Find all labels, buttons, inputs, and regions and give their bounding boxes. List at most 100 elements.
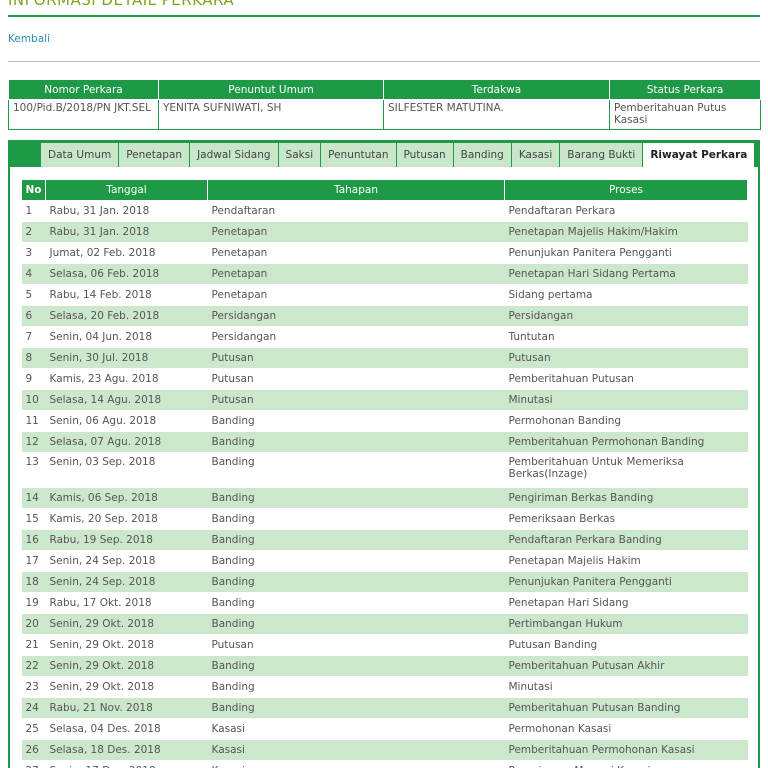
table-cell: 23 (21, 676, 46, 698)
table-cell: Persidangan (504, 305, 748, 327)
table-row: 6 Selasa, 20 Feb. 2018 Persidangan Persidan… (21, 305, 748, 327)
table-cell: Selasa, 14 Agu. 2018 (45, 389, 208, 411)
page-title: INFORMASI DETAIL PERKARA (8, 0, 235, 9)
table-cell: Permohonan Banding (504, 410, 748, 432)
table-row: 19 Rabu, 17 Okt. 2018 Banding Penetapan Har… (21, 592, 748, 614)
table-cell: Senin, 03 Sep. 2018 (45, 452, 208, 488)
tab[interactable]: Penetapan (119, 143, 191, 167)
tab[interactable]: Jadwal Sidang (190, 143, 279, 167)
table-cell: 19 (21, 592, 46, 614)
tab-body: No Tanggal Tahapan Proses 1 Rabu, 31 Jan. 201… (10, 167, 758, 768)
table-cell: Persidangan (207, 326, 505, 348)
table-cell: Penetapan (207, 221, 505, 243)
column-header: Proses (504, 179, 748, 201)
table-cell: Senin, 29 Okt. 2018 (45, 634, 208, 656)
tab[interactable]: Penuntutan (321, 143, 397, 167)
table-cell: 10 (21, 389, 46, 411)
table-cell: Pendaftaran (207, 200, 505, 222)
table-cell: Rabu, 31 Jan. 2018 (45, 200, 208, 222)
separator (8, 61, 760, 62)
table-cell: Kamis, 20 Sep. 2018 (45, 508, 208, 530)
table-cell: Rabu, 19 Sep. 2018 (45, 529, 208, 551)
table-cell: Pengiriman Berkas Banding (504, 487, 748, 509)
table-cell: Penetapan (207, 242, 505, 264)
table-cell: Pendaftaran Perkara (504, 200, 748, 222)
table-cell: 15 (21, 508, 46, 530)
tab[interactable]: Data Umum (41, 143, 120, 167)
table-cell: SILFESTER MATUTINA. (383, 99, 610, 130)
table-cell: Banding (207, 410, 505, 432)
table-cell: Kasasi (207, 739, 505, 761)
table-cell: Pemberitahuan Untuk Memeriksa Berkas(Inz… (504, 452, 748, 488)
table-cell: Banding (207, 676, 505, 698)
table-cell: Banding (207, 550, 505, 572)
title-underline (8, 15, 760, 17)
table-row: 9 Kamis, 23 Agu. 2018 Putusan Pemberitahuan… (21, 368, 748, 390)
table-cell: 14 (21, 487, 46, 509)
table-cell: 7 (21, 326, 46, 348)
table-cell: Senin, 30 Jul. 2018 (45, 347, 208, 369)
table-cell: Pemberitahuan Permohonan Banding (504, 431, 748, 453)
table-row: 3 Jumat, 02 Feb. 2018 Penetapan Penunjukan … (21, 242, 748, 264)
table-row: 17 Senin, 24 Sep. 2018 Banding Penetapan Ma… (21, 550, 748, 572)
table-cell: 2 (21, 221, 46, 243)
table-cell: Selasa, 07 Agu. 2018 (45, 431, 208, 453)
tab[interactable]: Riwayat Perkara (643, 143, 756, 167)
table-cell: Selasa, 20 Feb. 2018 (45, 305, 208, 327)
table-cell: Putusan (207, 389, 505, 411)
table-cell: Banding (207, 613, 505, 635)
tab-panel: Data Umum Penetapan Jadwal Sidang Saksi Penu… (8, 140, 760, 768)
table-row: 2 Rabu, 31 Jan. 2018 Penetapan Penetapan Ma… (21, 221, 748, 243)
table-row: 20 Senin, 29 Okt. 2018 Banding Pertimbangan… (21, 613, 748, 635)
table-cell: 6 (21, 305, 46, 327)
table-cell: Minutasi (504, 389, 748, 411)
table-cell: Banding (207, 571, 505, 593)
column-header: Terdakwa (383, 79, 610, 100)
column-header: Penuntut Umum (158, 79, 384, 100)
table-cell: Selasa, 06 Feb. 2018 (45, 263, 208, 285)
table-cell: 22 (21, 655, 46, 677)
tab[interactable]: Banding (453, 143, 512, 167)
table-row: 23 Senin, 29 Okt. 2018 Banding Minutasi (21, 676, 748, 698)
table-cell: YENITA SUFNIWATI, SH (158, 99, 384, 130)
tab-bar: Data Umum Penetapan Jadwal Sidang Saksi Penu… (41, 143, 756, 167)
table-cell: Putusan Banding (504, 634, 748, 656)
table-row: 16 Rabu, 19 Sep. 2018 Banding Pendaftaran P… (21, 529, 748, 551)
table-row: 8 Senin, 30 Jul. 2018 Putusan Putusan (21, 347, 748, 369)
table-row: 5 Rabu, 14 Feb. 2018 Penetapan Sidang perta… (21, 284, 748, 306)
table-cell: Persidangan (207, 305, 505, 327)
table-cell: Putusan (207, 368, 505, 390)
table-cell: Kamis, 06 Sep. 2018 (45, 487, 208, 509)
table-cell: Banding (207, 592, 505, 614)
table-row: 27Senin, 17 Des. 2018KasasiPenerimaan Me… (21, 760, 748, 768)
table-cell: Kamis, 23 Agu. 2018 (45, 368, 208, 390)
table-cell: Jumat, 02 Feb. 2018 (45, 242, 208, 264)
history-table: No Tanggal Tahapan Proses 1 Rabu, 31 Jan. 201… (21, 179, 748, 768)
column-header: Nomor Perkara (8, 79, 159, 100)
table-cell: 16 (21, 529, 46, 551)
table-cell: Rabu, 31 Jan. 2018 (45, 221, 208, 243)
table-cell: 27 (21, 760, 46, 768)
tab[interactable]: Putusan (396, 143, 454, 167)
table-row: 10 Selasa, 14 Agu. 2018 Putusan Minutasi (21, 389, 748, 411)
table-cell: Banding (207, 452, 505, 488)
table-cell: 12 (21, 431, 46, 453)
table-cell: 26 (21, 739, 46, 761)
table-cell: Banding (207, 487, 505, 509)
table-cell: 25 (21, 718, 46, 740)
table-cell: 11 (21, 410, 46, 432)
back-link[interactable]: Kembali (8, 33, 50, 45)
table-cell: Penetapan Hari Sidang Pertama (504, 263, 748, 285)
tab[interactable]: Barang Bukti (560, 143, 644, 167)
table-cell: 1 (21, 200, 46, 222)
tab[interactable]: Kasasi (511, 143, 561, 167)
tab[interactable]: Saksi (278, 143, 322, 167)
table-cell: Pemberitahuan Permohonan Kasasi (504, 739, 748, 761)
table-row: 7 Senin, 04 Jun. 2018 Persidangan Tuntutan (21, 326, 748, 348)
table-cell: 17 (21, 550, 46, 572)
table-cell: Pertimbangan Hukum (504, 613, 748, 635)
table-cell: 9 (21, 368, 46, 390)
table-row: 22 Senin, 29 Okt. 2018 Banding Pemberitahua… (21, 655, 748, 677)
table-cell: Senin, 29 Okt. 2018 (45, 655, 208, 677)
table-cell: Rabu, 21 Nov. 2018 (45, 697, 208, 719)
